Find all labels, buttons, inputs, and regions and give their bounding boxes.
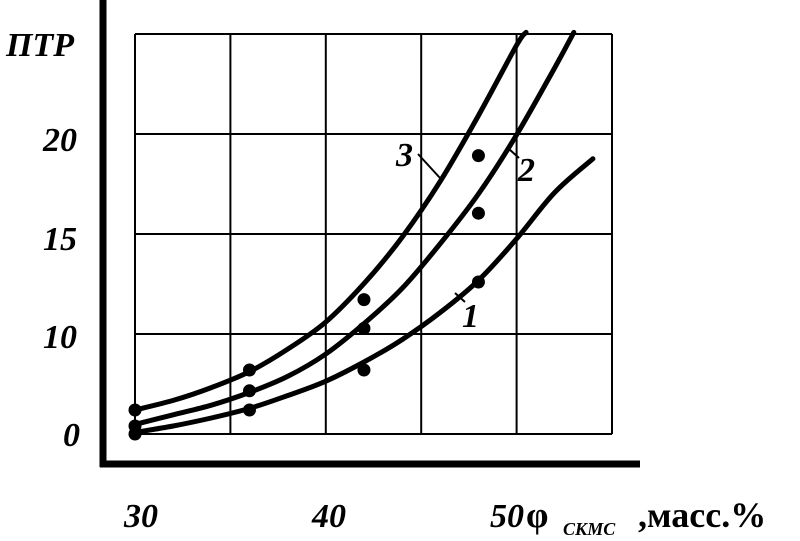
data-point-series-1 [471,275,485,289]
data-point-series-3 [471,149,485,163]
x-tick-label: 30 [123,498,158,535]
data-point-series-2 [128,419,142,433]
y-tick-label: 15 [43,221,77,258]
data-point-series-2 [242,384,256,398]
data-point-series-3 [128,403,142,417]
data-point-series-2 [471,206,485,220]
data-point-series-2 [357,321,371,335]
axes [99,0,640,468]
x-axis-label-unit: ,масс.% [638,495,766,535]
data-point-series-1 [242,403,256,417]
data-point-series-1 [357,363,371,377]
x-tick-label: 50 [490,498,524,535]
curve-label-2: 2 [517,152,535,189]
curve-label-1: 1 [462,298,479,335]
curve-labels: 1 2 3 [395,137,535,335]
data-points [128,149,485,441]
curve-label-leader-3 [417,153,441,179]
curve-label-3: 3 [395,137,413,174]
x-axis-label-subscript: СКМС [563,519,616,539]
x-tick-label: 40 [311,498,346,535]
curve-1 [132,156,596,435]
y-tick-label: 20 [42,122,77,159]
x-axis-label: φ СКМС ,масс.% [526,495,766,539]
x-axis-label-symbol: φ [526,495,548,535]
y-tick-label: 10 [43,319,77,356]
y-tick-label: 0 [63,417,80,454]
curve-label-leader-2 [508,148,520,159]
curve-3 [132,29,529,413]
grid [134,33,613,435]
data-point-series-3 [357,293,371,307]
data-point-series-3 [242,363,256,377]
curve-label-leader-1 [454,292,466,303]
tick-labels: 30 40 50 0 10 15 20 [42,122,524,535]
y-axis-label: ПТР [5,27,74,64]
